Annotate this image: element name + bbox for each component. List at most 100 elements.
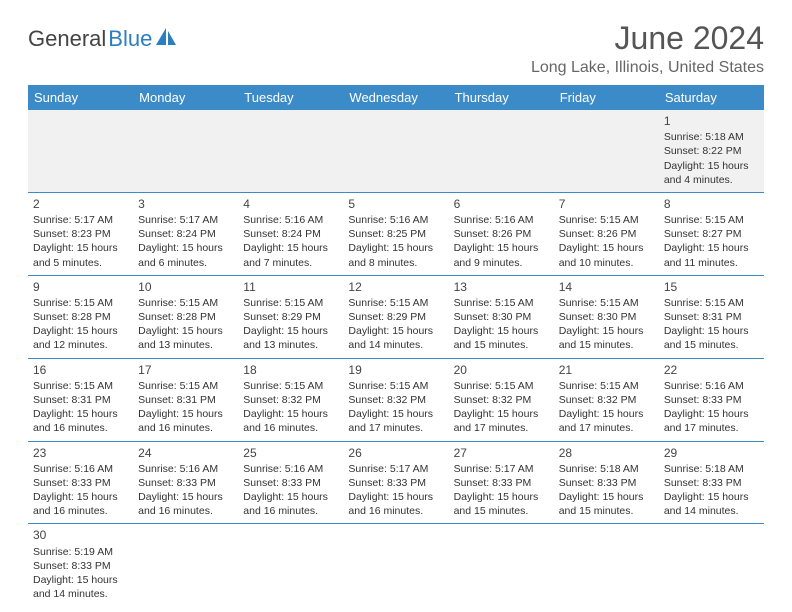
sunset-line: Sunset: 8:33 PM — [664, 393, 759, 407]
sunrise-line: Sunrise: 5:18 AM — [664, 462, 759, 476]
sunset-line: Sunset: 8:26 PM — [454, 227, 549, 241]
calendar-cell: 28Sunrise: 5:18 AMSunset: 8:33 PMDayligh… — [554, 441, 659, 524]
calendar-table: SundayMondayTuesdayWednesdayThursdayFrid… — [28, 85, 764, 606]
sunset-line: Sunset: 8:29 PM — [243, 310, 338, 324]
sunset-line: Sunset: 8:31 PM — [33, 393, 128, 407]
calendar-cell: 4Sunrise: 5:16 AMSunset: 8:24 PMDaylight… — [238, 192, 343, 275]
day-number: 2 — [33, 196, 128, 212]
daylight-line: Daylight: 15 hours and 16 minutes. — [138, 490, 233, 518]
day-number: 13 — [454, 279, 549, 295]
day-number: 18 — [243, 362, 338, 378]
sunset-line: Sunset: 8:33 PM — [243, 476, 338, 490]
calendar-cell: 29Sunrise: 5:18 AMSunset: 8:33 PMDayligh… — [659, 441, 764, 524]
daylight-line: Daylight: 15 hours and 14 minutes. — [664, 490, 759, 518]
sunset-line: Sunset: 8:30 PM — [559, 310, 654, 324]
sunrise-line: Sunrise: 5:16 AM — [33, 462, 128, 476]
calendar-cell: 23Sunrise: 5:16 AMSunset: 8:33 PMDayligh… — [28, 441, 133, 524]
sunrise-line: Sunrise: 5:16 AM — [348, 213, 443, 227]
daylight-line: Daylight: 15 hours and 16 minutes. — [348, 490, 443, 518]
daylight-line: Daylight: 15 hours and 13 minutes. — [138, 324, 233, 352]
weekday-header: Wednesday — [343, 85, 448, 110]
logo: GeneralBlue — [28, 26, 178, 52]
day-number: 14 — [559, 279, 654, 295]
day-number: 1 — [664, 113, 759, 129]
day-number: 21 — [559, 362, 654, 378]
day-number: 19 — [348, 362, 443, 378]
sunset-line: Sunset: 8:33 PM — [33, 559, 128, 573]
daylight-line: Daylight: 15 hours and 11 minutes. — [664, 241, 759, 269]
calendar-cell — [449, 110, 554, 192]
calendar-row: 2Sunrise: 5:17 AMSunset: 8:23 PMDaylight… — [28, 192, 764, 275]
calendar-cell — [238, 524, 343, 606]
sunrise-line: Sunrise: 5:15 AM — [559, 296, 654, 310]
day-number: 16 — [33, 362, 128, 378]
calendar-cell: 17Sunrise: 5:15 AMSunset: 8:31 PMDayligh… — [133, 358, 238, 441]
sunrise-line: Sunrise: 5:16 AM — [138, 462, 233, 476]
sunset-line: Sunset: 8:22 PM — [664, 144, 759, 158]
sunset-line: Sunset: 8:32 PM — [454, 393, 549, 407]
day-number: 15 — [664, 279, 759, 295]
calendar-cell: 21Sunrise: 5:15 AMSunset: 8:32 PMDayligh… — [554, 358, 659, 441]
calendar-row: 1Sunrise: 5:18 AMSunset: 8:22 PMDaylight… — [28, 110, 764, 192]
sunrise-line: Sunrise: 5:15 AM — [33, 296, 128, 310]
sunrise-line: Sunrise: 5:18 AM — [559, 462, 654, 476]
daylight-line: Daylight: 15 hours and 17 minutes. — [348, 407, 443, 435]
day-number: 12 — [348, 279, 443, 295]
sunrise-line: Sunrise: 5:19 AM — [33, 545, 128, 559]
calendar-cell: 15Sunrise: 5:15 AMSunset: 8:31 PMDayligh… — [659, 275, 764, 358]
sunset-line: Sunset: 8:33 PM — [33, 476, 128, 490]
calendar-cell — [238, 110, 343, 192]
sunrise-line: Sunrise: 5:15 AM — [243, 379, 338, 393]
daylight-line: Daylight: 15 hours and 12 minutes. — [33, 324, 128, 352]
daylight-line: Daylight: 15 hours and 13 minutes. — [243, 324, 338, 352]
sunset-line: Sunset: 8:28 PM — [33, 310, 128, 324]
sunset-line: Sunset: 8:33 PM — [664, 476, 759, 490]
calendar-cell: 25Sunrise: 5:16 AMSunset: 8:33 PMDayligh… — [238, 441, 343, 524]
daylight-line: Daylight: 15 hours and 6 minutes. — [138, 241, 233, 269]
header: GeneralBlue June 2024 Long Lake, Illinoi… — [28, 20, 764, 77]
day-number: 9 — [33, 279, 128, 295]
sunset-line: Sunset: 8:33 PM — [559, 476, 654, 490]
sunrise-line: Sunrise: 5:15 AM — [664, 296, 759, 310]
daylight-line: Daylight: 15 hours and 7 minutes. — [243, 241, 338, 269]
calendar-cell — [343, 524, 448, 606]
daylight-line: Daylight: 15 hours and 14 minutes. — [348, 324, 443, 352]
daylight-line: Daylight: 15 hours and 5 minutes. — [33, 241, 128, 269]
daylight-line: Daylight: 15 hours and 15 minutes. — [454, 324, 549, 352]
day-number: 6 — [454, 196, 549, 212]
calendar-body: 1 Sunrise: 5:18 AM Sunset: 8:22 PM Daylight… — [28, 110, 764, 606]
sunrise-line: Sunrise: 5:15 AM — [243, 296, 338, 310]
month-title: June 2024 — [531, 20, 764, 57]
sunrise-line: Sunrise: 5:15 AM — [664, 213, 759, 227]
sunset-line: Sunset: 8:33 PM — [348, 476, 443, 490]
day-number: 8 — [664, 196, 759, 212]
day-number: 17 — [138, 362, 233, 378]
sunrise-line: Sunrise: 5:17 AM — [348, 462, 443, 476]
calendar-cell: 24Sunrise: 5:16 AMSunset: 8:33 PMDayligh… — [133, 441, 238, 524]
sunset-line: Sunset: 8:32 PM — [243, 393, 338, 407]
calendar-cell: 1Sunrise: 5:18 AMSunset: 8:22 PMDaylight… — [659, 110, 764, 192]
day-number: 29 — [664, 445, 759, 461]
weekday-header: Tuesday — [238, 85, 343, 110]
sunset-line: Sunset: 8:30 PM — [454, 310, 549, 324]
day-number: 11 — [243, 279, 338, 295]
calendar-cell: 16Sunrise: 5:15 AMSunset: 8:31 PMDayligh… — [28, 358, 133, 441]
daylight-line: Daylight: 15 hours and 15 minutes. — [559, 324, 654, 352]
calendar-cell: 8Sunrise: 5:15 AMSunset: 8:27 PMDaylight… — [659, 192, 764, 275]
weekday-header: Monday — [133, 85, 238, 110]
sunset-line: Sunset: 8:26 PM — [559, 227, 654, 241]
day-number: 22 — [664, 362, 759, 378]
sunrise-line: Sunrise: 5:16 AM — [664, 379, 759, 393]
location: Long Lake, Illinois, United States — [531, 59, 764, 77]
day-number: 30 — [33, 527, 128, 543]
calendar-cell: 9Sunrise: 5:15 AMSunset: 8:28 PMDaylight… — [28, 275, 133, 358]
daylight-line: Daylight: 15 hours and 15 minutes. — [559, 490, 654, 518]
calendar-cell — [343, 110, 448, 192]
calendar-cell: 6Sunrise: 5:16 AMSunset: 8:26 PMDaylight… — [449, 192, 554, 275]
title-block: June 2024 Long Lake, Illinois, United St… — [531, 20, 764, 77]
calendar-cell: 13Sunrise: 5:15 AMSunset: 8:30 PMDayligh… — [449, 275, 554, 358]
daylight-line: Daylight: 15 hours and 14 minutes. — [33, 573, 128, 601]
calendar-cell: 10Sunrise: 5:15 AMSunset: 8:28 PMDayligh… — [133, 275, 238, 358]
daylight-line: Daylight: 15 hours and 15 minutes. — [664, 324, 759, 352]
calendar-cell — [28, 110, 133, 192]
